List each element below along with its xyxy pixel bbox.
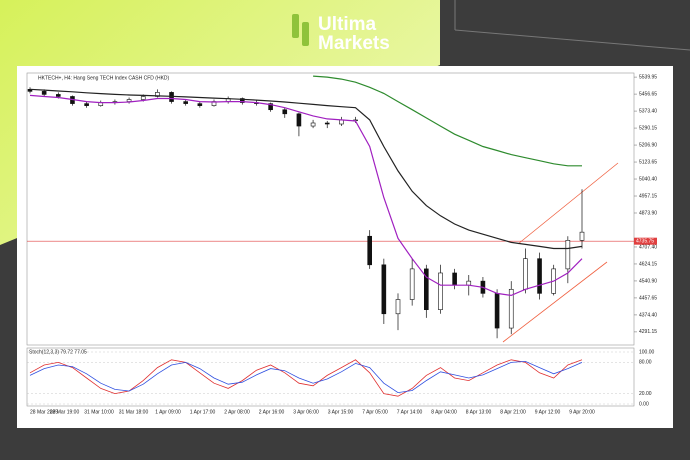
x-tick-label: 1 Apr 09:00	[155, 409, 181, 415]
candle-body	[494, 293, 500, 329]
dark-corner	[440, 0, 690, 65]
logo-bar	[302, 22, 309, 46]
y-tick-label: 4624.15	[639, 261, 657, 267]
x-tick-label: 8 Apr 04:00	[431, 409, 457, 415]
x-tick-label: 3 Apr 15:00	[328, 409, 354, 415]
stoch-tick-label: 20.00	[639, 391, 652, 397]
plot: 5539.95 5456.65 5373.40 5290.15 5206.90 5123.…	[27, 74, 657, 415]
y-tick-label: 4540.90	[639, 278, 657, 284]
y-tick-label: 4873.90	[639, 210, 657, 216]
x-tick-label: 3 Apr 06:00	[293, 409, 319, 415]
stoch-tick-label: 100.00	[639, 349, 655, 355]
candle-body	[56, 94, 61, 97]
candle-body	[409, 268, 415, 300]
y-tick-label: 5373.40	[639, 108, 657, 114]
logo: Ultima Markets	[292, 14, 390, 54]
x-tick-label: 31 Mar 18:00	[119, 409, 149, 415]
stoch-line	[29, 360, 583, 394]
price-tag	[634, 237, 657, 245]
y-tick-label: 4457.65	[639, 295, 657, 301]
y-tick-label: 5456.65	[639, 91, 657, 97]
x-tick-label: 1 Apr 17:00	[190, 409, 216, 415]
candle-body	[367, 235, 372, 266]
chart-title: HKTECH+, H4: Hang Seng TECH Index CASH C…	[38, 75, 170, 81]
candle-body	[296, 113, 302, 127]
candle-body	[537, 258, 542, 294]
candle-body	[310, 122, 316, 127]
y-tick-label: 4374.40	[639, 312, 657, 318]
candle-body	[183, 101, 188, 104]
y-tick-label: 4957.15	[639, 193, 657, 199]
candle-body	[324, 122, 330, 125]
candle-body	[169, 92, 174, 102]
candle-body	[452, 272, 457, 286]
x-tick-label: 9 Apr 20:00	[569, 409, 595, 415]
stoch-tick-label: 0.00	[639, 401, 649, 407]
y-tick-label: 5539.95	[639, 74, 657, 80]
moving-average	[29, 88, 583, 250]
y-tick-label: 5290.15	[639, 125, 657, 131]
candle-body	[579, 231, 585, 241]
candle-body	[381, 264, 387, 315]
logo-text: Markets	[318, 33, 390, 54]
candle-body	[268, 103, 273, 111]
moving-average	[29, 94, 583, 297]
candle-body	[395, 299, 401, 315]
y-tick-label: 4291.15	[639, 329, 657, 335]
candle-body	[523, 258, 528, 290]
channel-line	[517, 162, 619, 245]
x-tick-label: 2 Apr 08:00	[224, 409, 250, 415]
stoch-frame	[26, 347, 635, 407]
x-tick-label: 7 Apr 05:00	[362, 409, 388, 415]
channel-line	[502, 261, 608, 343]
logo-bar	[292, 14, 299, 38]
candle-body	[84, 103, 89, 106]
y-tick-label: 5040.40	[639, 176, 657, 182]
price-tag-label: 4735.75	[636, 239, 654, 245]
x-tick-label: 7 Apr 14:00	[397, 409, 423, 415]
candle-body	[508, 288, 514, 329]
candle-body	[240, 98, 245, 103]
deco-line	[454, 29, 690, 51]
candle-body	[282, 109, 288, 115]
x-tick-label: 8 Apr 21:00	[500, 409, 526, 415]
x-tick-label: 28 Mar 2025	[30, 409, 58, 415]
candle-body	[565, 240, 571, 270]
x-tick-label: 9 Apr 12:00	[535, 409, 561, 415]
y-tick-label: 5123.65	[639, 159, 657, 165]
stoch-title: Stoch(12,3,3) 79.72 77.05	[29, 349, 87, 355]
moving-average	[313, 75, 582, 167]
main-frame	[26, 72, 635, 346]
x-tick-label: 8 Apr 13:00	[466, 409, 492, 415]
candle-body	[197, 103, 203, 106]
x-tick-label: 28 Mar 19:00	[50, 409, 80, 415]
x-tick-label: 2 Apr 16:00	[259, 409, 285, 415]
candle-body	[438, 272, 443, 310]
logo-text: Ultima	[318, 14, 377, 35]
x-tick-label: 31 Mar 10:00	[84, 409, 114, 415]
candle-body	[41, 91, 47, 95]
y-tick-label: 4707.40	[639, 244, 657, 250]
stoch-tick-label: 80.00	[639, 360, 652, 366]
candle-body	[140, 96, 146, 100]
stoch-line	[29, 359, 583, 397]
candle-body	[424, 268, 429, 310]
y-tick-label: 5206.90	[639, 142, 657, 148]
chart-panel	[17, 66, 673, 428]
